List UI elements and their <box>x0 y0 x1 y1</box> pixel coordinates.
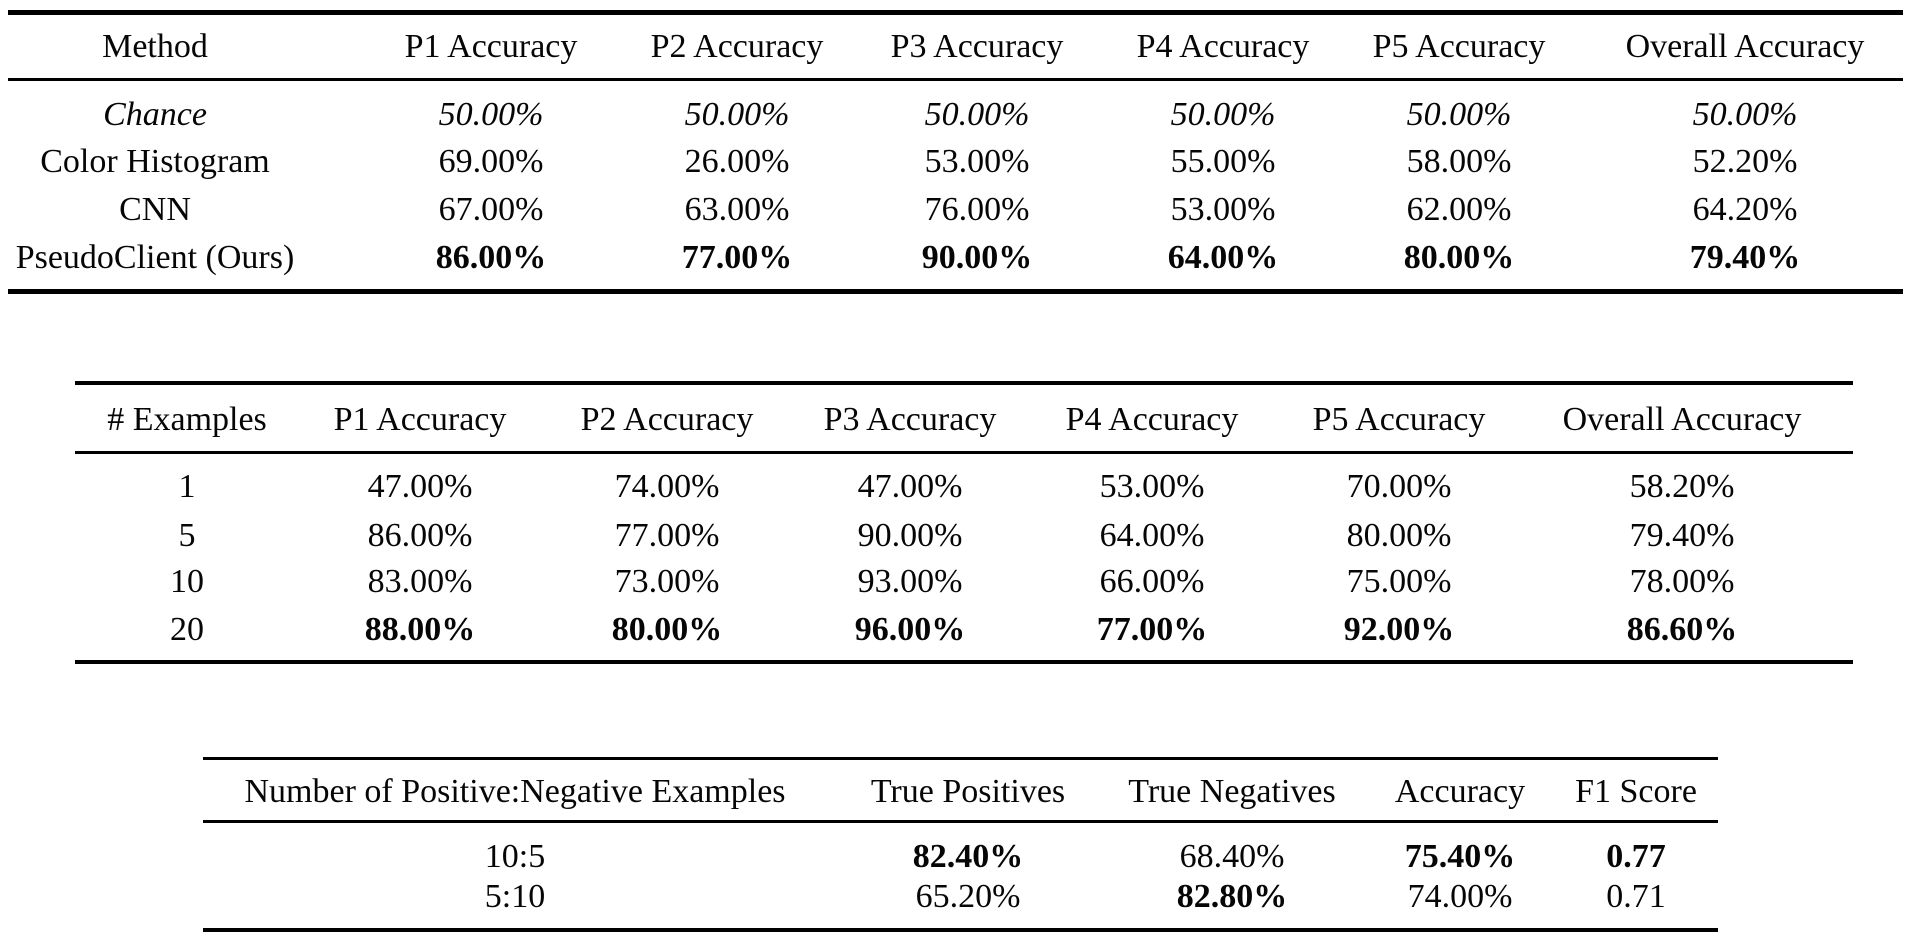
table-cell: 90.00% <box>857 517 963 554</box>
t1-header-p3: P3 Accuracy <box>890 28 1064 65</box>
t2-header-examples: # Examples <box>107 401 267 438</box>
table-cell: 63.00% <box>684 191 790 228</box>
t3-header-accuracy: Accuracy <box>1394 773 1526 810</box>
table2-bottom-rule <box>75 660 1853 664</box>
t3-header-true-positives: True Positives <box>870 773 1066 810</box>
t1-header-p4: P4 Accuracy <box>1136 28 1310 65</box>
t1-header-overall: Overall Accuracy <box>1625 28 1865 65</box>
table-cell: 58.20% <box>1629 468 1735 505</box>
t2-header-overall: Overall Accuracy <box>1562 401 1802 438</box>
table-cell: 74.00% <box>1407 878 1513 915</box>
table-cell: 70.00% <box>1346 468 1452 505</box>
table-cell: 67.00% <box>438 191 544 228</box>
table-cell: 64.00% <box>1099 517 1205 554</box>
table-cell: 88.00% <box>364 611 476 648</box>
table-cell: 53.00% <box>924 143 1030 180</box>
table-cell: 75.40% <box>1404 838 1516 875</box>
t2-header-p4: P4 Accuracy <box>1065 401 1239 438</box>
table-cell: 64.00% <box>1167 239 1279 276</box>
table3-top-rule <box>203 757 1718 760</box>
t1-header-method: Method <box>102 28 208 65</box>
table-cell: 77.00% <box>1096 611 1208 648</box>
table-cell: 68.40% <box>1179 838 1285 875</box>
table-cell: 86.00% <box>367 517 473 554</box>
table-cell: 75.00% <box>1346 563 1452 600</box>
row-label: 5:10 <box>484 878 546 915</box>
table-cell: 64.20% <box>1692 191 1798 228</box>
table-cell: 77.00% <box>614 517 720 554</box>
table-cell: 62.00% <box>1406 191 1512 228</box>
row-label: 10 <box>170 563 204 600</box>
table-cell: 65.20% <box>915 878 1021 915</box>
t1-header-p2: P2 Accuracy <box>650 28 824 65</box>
table-cell: 50.00% <box>1170 96 1276 133</box>
t2-header-p2: P2 Accuracy <box>580 401 754 438</box>
table-cell: 53.00% <box>1099 468 1205 505</box>
table2-top-rule <box>75 381 1853 385</box>
table-cell: 82.40% <box>912 838 1024 875</box>
table-cell: 66.00% <box>1099 563 1205 600</box>
table-cell: 78.00% <box>1629 563 1735 600</box>
table-cell: 80.00% <box>1346 517 1452 554</box>
table-cell: 82.80% <box>1176 878 1288 915</box>
table-cell: 69.00% <box>438 143 544 180</box>
table-cell: 50.00% <box>438 96 544 133</box>
table-cell: 53.00% <box>1170 191 1276 228</box>
row-label: Color Histogram <box>40 143 270 180</box>
table-cell: 26.00% <box>684 143 790 180</box>
table-cell: 52.20% <box>1692 143 1798 180</box>
t2-header-p5: P5 Accuracy <box>1312 401 1486 438</box>
table-cell: 93.00% <box>857 563 963 600</box>
table-cell: 58.00% <box>1406 143 1512 180</box>
row-label: 10:5 <box>484 838 546 875</box>
row-label: Chance <box>103 96 207 133</box>
table-cell: 74.00% <box>614 468 720 505</box>
table2-header-rule <box>75 451 1853 454</box>
t1-header-p5: P5 Accuracy <box>1372 28 1546 65</box>
table-cell: 90.00% <box>921 239 1033 276</box>
t3-header-f1: F1 Score <box>1575 773 1697 810</box>
row-label: CNN <box>119 191 191 228</box>
table-cell: 80.00% <box>611 611 723 648</box>
t3-header-true-negatives: True Negatives <box>1128 773 1336 810</box>
table-cell: 83.00% <box>367 563 473 600</box>
t1-header-p1: P1 Accuracy <box>404 28 578 65</box>
row-label: 5 <box>178 517 196 554</box>
table1-bottom-rule <box>8 289 1903 294</box>
table-cell: 86.60% <box>1626 611 1738 648</box>
row-label: 20 <box>170 611 204 648</box>
table-cell: 76.00% <box>924 191 1030 228</box>
t2-header-p3: P3 Accuracy <box>823 401 997 438</box>
table-cell: 80.00% <box>1403 239 1515 276</box>
table3-header-rule <box>203 820 1718 823</box>
table-cell: 50.00% <box>924 96 1030 133</box>
table-cell: 77.00% <box>681 239 793 276</box>
row-label: PseudoClient (Ours) <box>15 239 295 276</box>
table-cell: 86.00% <box>435 239 547 276</box>
table-cell: 47.00% <box>367 468 473 505</box>
row-label: 1 <box>178 468 196 505</box>
table1-top-rule <box>8 10 1903 15</box>
table-cell: 73.00% <box>614 563 720 600</box>
table-cell: 47.00% <box>857 468 963 505</box>
table-cell: 0.71 <box>1606 878 1666 915</box>
table-cell: 55.00% <box>1170 143 1276 180</box>
table1-header-rule <box>8 78 1903 81</box>
table-cell: 96.00% <box>854 611 966 648</box>
t2-header-p1: P1 Accuracy <box>333 401 507 438</box>
table-cell: 79.40% <box>1629 517 1735 554</box>
t3-header-ratio: Number of Positive:Negative Examples <box>244 773 786 810</box>
table-cell: 0.77 <box>1606 838 1666 875</box>
table-cell: 50.00% <box>1692 96 1798 133</box>
table-cell: 50.00% <box>684 96 790 133</box>
table-cell: 50.00% <box>1406 96 1512 133</box>
table-cell: 79.40% <box>1689 239 1801 276</box>
table-cell: 92.00% <box>1343 611 1455 648</box>
table3-bottom-rule <box>203 928 1718 932</box>
